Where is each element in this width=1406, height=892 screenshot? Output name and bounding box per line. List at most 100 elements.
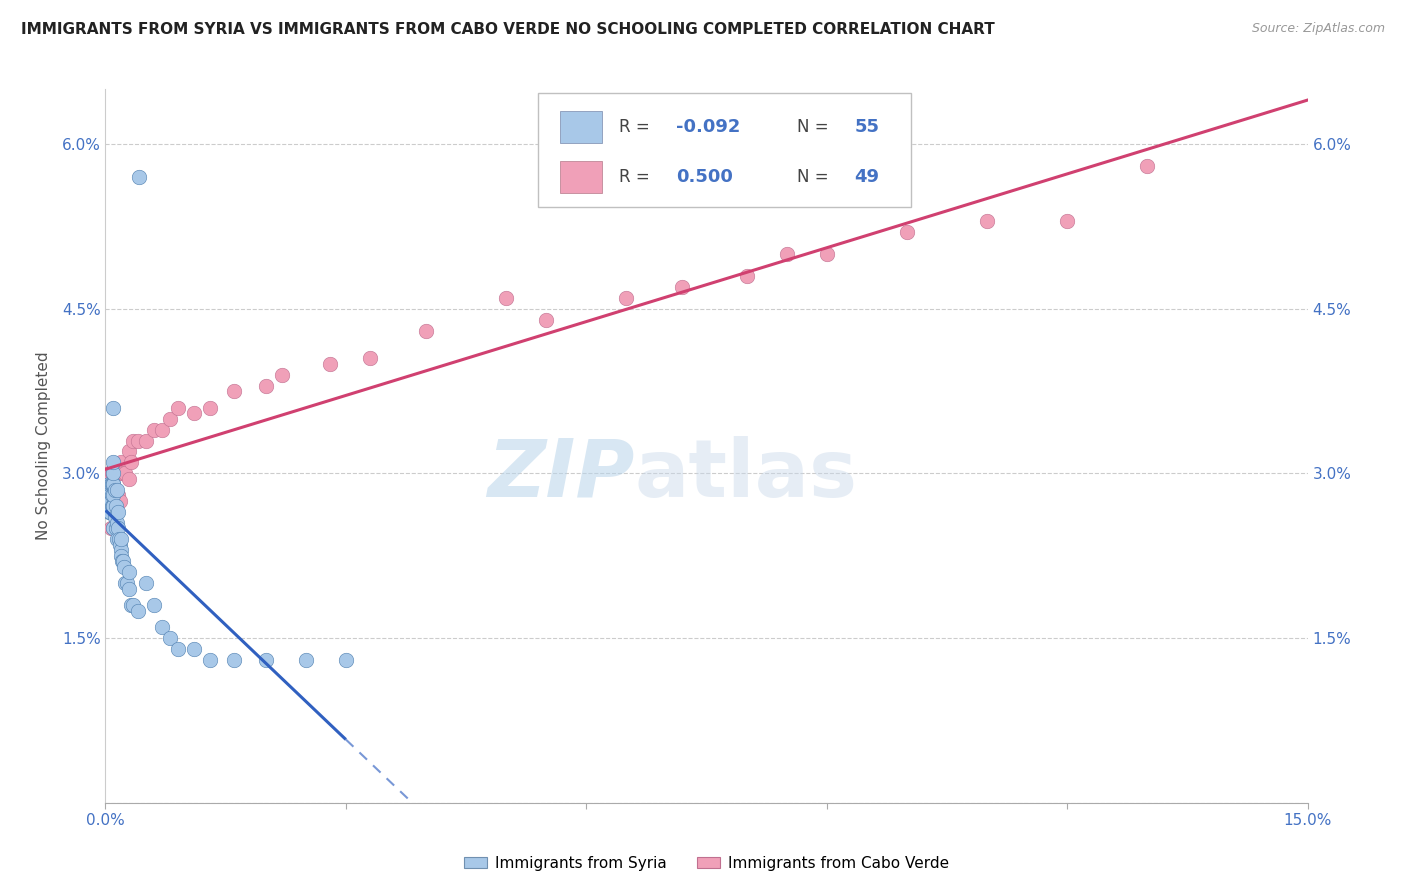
Point: [319, 357, 342, 371]
Point: [108, 538, 131, 552]
Point: [222, 653, 245, 667]
Point: [103, 500, 125, 514]
Point: [100, 494, 122, 508]
Point: [100, 488, 122, 502]
Point: [105, 488, 128, 502]
Point: [108, 494, 131, 508]
Point: [104, 488, 127, 502]
Point: [776, 247, 799, 261]
Point: [101, 521, 124, 535]
Point: [115, 576, 138, 591]
Text: IMMIGRANTS FROM SYRIA VS IMMIGRANTS FROM CABO VERDE NO SCHOOLING COMPLETED CORRE: IMMIGRANTS FROM SYRIA VS IMMIGRANTS FROM…: [21, 22, 995, 37]
Point: [104, 500, 127, 514]
Point: [616, 291, 638, 305]
Point: [98, 488, 121, 502]
Point: [415, 324, 437, 338]
Point: [101, 477, 124, 491]
Point: [166, 642, 188, 657]
Point: [159, 411, 181, 425]
Point: [100, 521, 122, 535]
Point: [122, 598, 145, 612]
Text: atlas: atlas: [634, 435, 858, 514]
Point: [150, 620, 173, 634]
Point: [112, 467, 135, 481]
Point: [101, 477, 124, 491]
Point: [976, 214, 998, 228]
Point: [107, 521, 129, 535]
Text: N =: N =: [797, 168, 834, 186]
Point: [107, 505, 129, 519]
Text: ZIP: ZIP: [486, 435, 634, 514]
Point: [107, 488, 129, 502]
Point: [98, 505, 121, 519]
Point: [270, 368, 292, 382]
Point: [118, 472, 141, 486]
Point: [127, 434, 149, 448]
Point: [110, 543, 132, 558]
Point: [118, 444, 141, 458]
Point: [104, 510, 127, 524]
Point: [159, 631, 181, 645]
Point: [815, 247, 838, 261]
Point: [110, 549, 132, 563]
Point: [108, 533, 131, 547]
Point: [150, 423, 173, 437]
Bar: [560, 161, 602, 193]
Point: [122, 434, 145, 448]
Point: [120, 598, 142, 612]
Point: [98, 505, 121, 519]
Y-axis label: No Schooling Completed: No Schooling Completed: [35, 351, 51, 541]
Point: [198, 653, 221, 667]
Point: [103, 467, 125, 481]
Point: [896, 225, 918, 239]
Point: [671, 280, 693, 294]
Point: [120, 455, 142, 469]
Point: [105, 483, 128, 497]
Point: [135, 576, 157, 591]
Point: [112, 559, 135, 574]
Text: 55: 55: [855, 118, 879, 136]
Point: [112, 554, 135, 568]
Point: [101, 521, 124, 535]
Point: [98, 488, 121, 502]
Point: [107, 533, 129, 547]
Text: -0.092: -0.092: [676, 118, 741, 136]
Point: [107, 488, 129, 502]
Point: [335, 653, 357, 667]
Point: [135, 434, 157, 448]
Point: [128, 169, 150, 184]
Text: N =: N =: [797, 118, 834, 136]
Point: [114, 467, 136, 481]
Point: [104, 521, 127, 535]
Text: R =: R =: [619, 118, 655, 136]
Point: [101, 467, 124, 481]
Point: [735, 268, 758, 283]
Point: [118, 582, 141, 596]
Point: [100, 477, 122, 491]
Point: [142, 423, 165, 437]
Point: [103, 455, 125, 469]
Point: [110, 467, 132, 481]
Point: [104, 483, 127, 497]
Point: [114, 576, 136, 591]
Point: [127, 604, 149, 618]
Point: [101, 500, 124, 514]
Point: [222, 384, 245, 398]
Text: R =: R =: [619, 168, 655, 186]
Point: [359, 351, 381, 366]
Bar: [560, 112, 602, 143]
Point: [166, 401, 188, 415]
Point: [101, 488, 124, 502]
Point: [1136, 159, 1159, 173]
Point: [101, 500, 124, 514]
Point: [183, 642, 205, 657]
Point: [254, 653, 277, 667]
Point: [110, 533, 132, 547]
Point: [254, 378, 277, 392]
Point: [103, 467, 125, 481]
Point: [103, 488, 125, 502]
Point: [98, 467, 121, 481]
Point: [198, 401, 221, 415]
Point: [111, 554, 134, 568]
Point: [110, 455, 132, 469]
